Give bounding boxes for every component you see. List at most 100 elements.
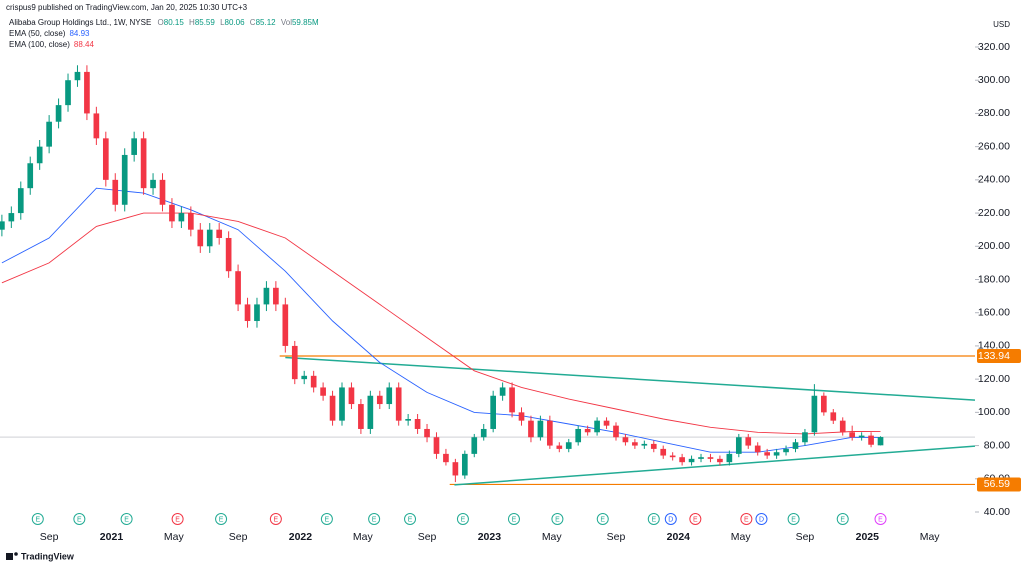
ema-name: EMA (50, close) bbox=[9, 29, 66, 38]
event-label: E bbox=[175, 516, 180, 523]
trendline bbox=[285, 356, 976, 401]
candle-body bbox=[225, 237, 232, 272]
candle-body bbox=[821, 395, 827, 413]
x-tick-label: May bbox=[731, 531, 752, 543]
candle-body bbox=[395, 387, 402, 421]
event-marker bbox=[596, 513, 609, 525]
event-label: E bbox=[372, 516, 377, 523]
ema-value: 84.93 bbox=[69, 29, 90, 38]
event-marker bbox=[456, 513, 469, 525]
y-tick-label: 180.00 bbox=[978, 273, 1010, 285]
candle-body bbox=[556, 445, 563, 449]
candle-body bbox=[414, 419, 421, 429]
event-marker bbox=[215, 513, 228, 525]
event-label: E bbox=[77, 516, 82, 523]
candle-body bbox=[273, 287, 279, 305]
candle-body bbox=[150, 179, 156, 189]
x-tick-label: 2025 bbox=[856, 531, 880, 543]
event-label: E bbox=[325, 516, 330, 523]
y-tick-label: 160.00 bbox=[978, 306, 1010, 318]
symbol: Alibaba Group Holdings Ltd., 1W, NYSE bbox=[9, 18, 151, 27]
candle-body bbox=[707, 457, 714, 459]
candle-body bbox=[178, 213, 185, 222]
x-tick-label: Sep bbox=[40, 531, 59, 543]
candle-body bbox=[584, 428, 591, 433]
candle-body bbox=[877, 437, 884, 446]
candle-body bbox=[17, 188, 24, 214]
event-marker bbox=[874, 513, 887, 525]
candle-body bbox=[235, 271, 241, 305]
candle-body bbox=[197, 229, 204, 247]
candle-body bbox=[405, 419, 411, 421]
ema-legend: EMA (100, close) 88.44 bbox=[9, 40, 94, 49]
y-tick-label: 100.00 bbox=[978, 406, 1010, 418]
candle-body bbox=[849, 432, 856, 438]
level-tag bbox=[977, 477, 1021, 492]
event-label: E bbox=[693, 516, 698, 523]
candle-body bbox=[329, 395, 336, 421]
ohlc-label: L bbox=[220, 18, 225, 27]
candle-body bbox=[603, 420, 610, 426]
x-tick-label: May bbox=[164, 531, 185, 543]
candle-body bbox=[320, 387, 326, 396]
event-marker bbox=[120, 513, 133, 525]
event-marker bbox=[740, 513, 753, 525]
x-tick-label: 2023 bbox=[478, 531, 502, 543]
logo bbox=[6, 553, 13, 560]
candle-body bbox=[622, 437, 629, 443]
candle-body bbox=[8, 213, 15, 222]
y-tick-label: 300.00 bbox=[978, 74, 1010, 86]
candle-body bbox=[717, 458, 723, 463]
candle-body bbox=[858, 435, 865, 438]
candle-body bbox=[518, 412, 525, 421]
x-tick-label: 2024 bbox=[667, 531, 691, 543]
x-tick-label: 2022 bbox=[289, 531, 313, 543]
candle-body bbox=[650, 443, 657, 449]
event-marker bbox=[171, 513, 184, 525]
candle-body bbox=[367, 395, 374, 429]
x-tick-label: Sep bbox=[418, 531, 437, 543]
candle-body bbox=[74, 71, 81, 81]
event-label: E bbox=[461, 516, 466, 523]
candle-body bbox=[754, 445, 761, 453]
candle-body bbox=[339, 387, 345, 421]
event-marker bbox=[787, 513, 800, 525]
ohlc-label: Vol bbox=[281, 18, 292, 27]
candle-body bbox=[55, 105, 62, 122]
event-marker bbox=[73, 513, 86, 525]
candle-body bbox=[575, 428, 582, 443]
y-tick-label: 240.00 bbox=[978, 174, 1010, 186]
ema-line bbox=[1, 212, 881, 435]
candle-body bbox=[348, 387, 355, 405]
ohlc-value: 85.59 bbox=[195, 18, 216, 27]
ohlc-label: O bbox=[158, 18, 164, 27]
candle-body bbox=[613, 425, 619, 438]
candle-body bbox=[159, 179, 166, 205]
candle-body bbox=[291, 345, 298, 380]
candle-body bbox=[830, 412, 837, 421]
candle-body bbox=[660, 448, 667, 456]
x-tick-label: Sep bbox=[229, 531, 248, 543]
candle-body bbox=[868, 435, 874, 445]
candle-body bbox=[547, 420, 553, 446]
currency: USD bbox=[993, 20, 1010, 29]
y-tick-label: 140.00 bbox=[978, 340, 1010, 352]
candle-body bbox=[839, 420, 846, 433]
y-tick-label: 280.00 bbox=[978, 107, 1010, 119]
event-label: E bbox=[408, 516, 413, 523]
x-tick-label: 2021 bbox=[100, 531, 124, 543]
candle-body bbox=[726, 453, 733, 463]
ohlc-label: C bbox=[250, 18, 256, 27]
candle-body bbox=[206, 229, 213, 247]
candle-body bbox=[0, 221, 5, 230]
candle-body bbox=[36, 146, 43, 164]
event-label: E bbox=[744, 516, 749, 523]
event-marker bbox=[368, 513, 381, 525]
candle-body bbox=[764, 452, 770, 456]
trendline bbox=[454, 445, 976, 486]
event-marker bbox=[507, 513, 520, 525]
candle-body bbox=[594, 420, 600, 433]
candle-body bbox=[376, 395, 383, 405]
x-tick-label: May bbox=[542, 531, 563, 543]
ohlc-value: 85.12 bbox=[256, 18, 277, 27]
